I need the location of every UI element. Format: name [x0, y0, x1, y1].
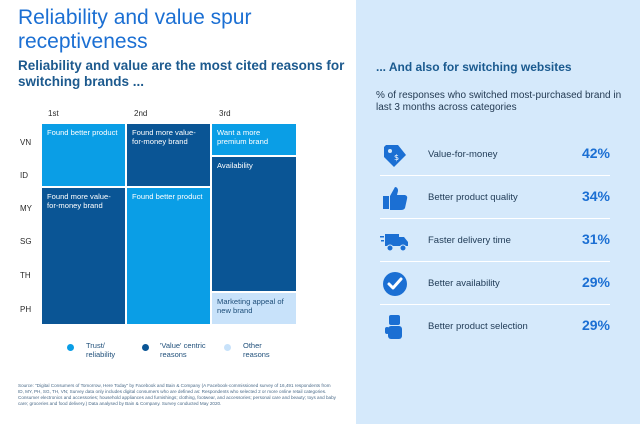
- cell-1st-better-product: Found better product: [41, 123, 126, 187]
- reason-label: Faster delivery time: [428, 235, 511, 246]
- right-subtitle: % of responses who switched most-purchas…: [376, 90, 622, 113]
- cell-3rd-premium-brand: Want a more premium brand: [211, 123, 297, 156]
- cell-label: Found better product: [132, 192, 203, 201]
- reason-label: Value-for-money: [428, 149, 498, 160]
- thumbs-up-icon: [380, 184, 410, 212]
- hand-icon: [380, 313, 410, 341]
- column-header-2nd: 2nd: [134, 109, 148, 118]
- source-footnote: Source: "Digital Consumers of Tomorrow, …: [18, 383, 336, 406]
- legend-label-trust: Trust/ reliability: [86, 341, 116, 359]
- column-header-1st: 1st: [48, 109, 59, 118]
- row-header-vn: VN: [20, 138, 32, 147]
- right-panel: [356, 0, 640, 424]
- row-divider: [380, 175, 610, 176]
- svg-text:$: $: [394, 153, 399, 162]
- cell-3rd-availability: Availability: [211, 156, 297, 292]
- legend-label-value: 'Value' centric reasons: [160, 341, 206, 359]
- cell-label: Found more value-for-money brand: [47, 192, 111, 210]
- cell-label: Availability: [217, 161, 253, 170]
- legend-dot-value: [142, 344, 149, 351]
- cell-2nd-better-product: Found better product: [126, 187, 211, 325]
- reason-row-faster-delivery-time: Faster delivery time 31%: [380, 227, 620, 255]
- cell-label: Marketing appeal of new brand: [217, 297, 284, 315]
- reason-label: Better product quality: [428, 192, 518, 203]
- reason-value: 42%: [581, 145, 610, 161]
- reason-label: Better product selection: [428, 321, 528, 332]
- row-header-my: MY: [20, 204, 32, 213]
- row-header-sg: SG: [20, 237, 32, 246]
- right-title: ... And also for switching websites: [376, 60, 572, 74]
- delivery-truck-icon: [380, 227, 410, 255]
- row-divider: [380, 261, 610, 262]
- reason-row-value-for-money: $ Value-for-money 42%: [380, 141, 620, 169]
- cell-label: Found more value-for-money brand: [132, 128, 196, 146]
- reason-label: Better availability: [428, 278, 500, 289]
- reason-value: 29%: [581, 274, 610, 290]
- checkmark-circle-icon: [380, 270, 410, 298]
- row-divider: [380, 304, 610, 305]
- reason-row-better-product-quality: Better product quality 34%: [380, 184, 620, 212]
- cell-2nd-value-for-money: Found more value-for-money brand: [126, 123, 211, 187]
- price-tag-icon: $: [380, 141, 410, 169]
- reason-row-better-product-selection: Better product selection 29%: [380, 313, 620, 341]
- legend-dot-other: [224, 344, 231, 351]
- cell-3rd-marketing-appeal: Marketing appeal of new brand: [211, 292, 297, 325]
- main-title: Reliability and value spur receptiveness: [18, 6, 252, 53]
- reason-value: 29%: [581, 317, 610, 333]
- reason-value: 34%: [581, 188, 610, 204]
- row-header-th: TH: [20, 271, 31, 280]
- cell-label: Found better product: [47, 128, 118, 137]
- legend-dot-trust: [67, 344, 74, 351]
- cell-1st-value-for-money: Found more value-for-money brand: [41, 187, 126, 325]
- row-divider: [380, 218, 610, 219]
- row-header-ph: PH: [20, 305, 32, 314]
- column-header-3rd: 3rd: [219, 109, 231, 118]
- legend-label-other: Other reasons: [243, 341, 270, 359]
- left-subtitle: Reliability and value are the most cited…: [18, 58, 345, 89]
- cell-label: Want a more premium brand: [217, 128, 269, 146]
- reason-row-better-availability: Better availability 29%: [380, 270, 620, 298]
- row-header-id: ID: [20, 171, 28, 180]
- reason-value: 31%: [581, 231, 610, 247]
